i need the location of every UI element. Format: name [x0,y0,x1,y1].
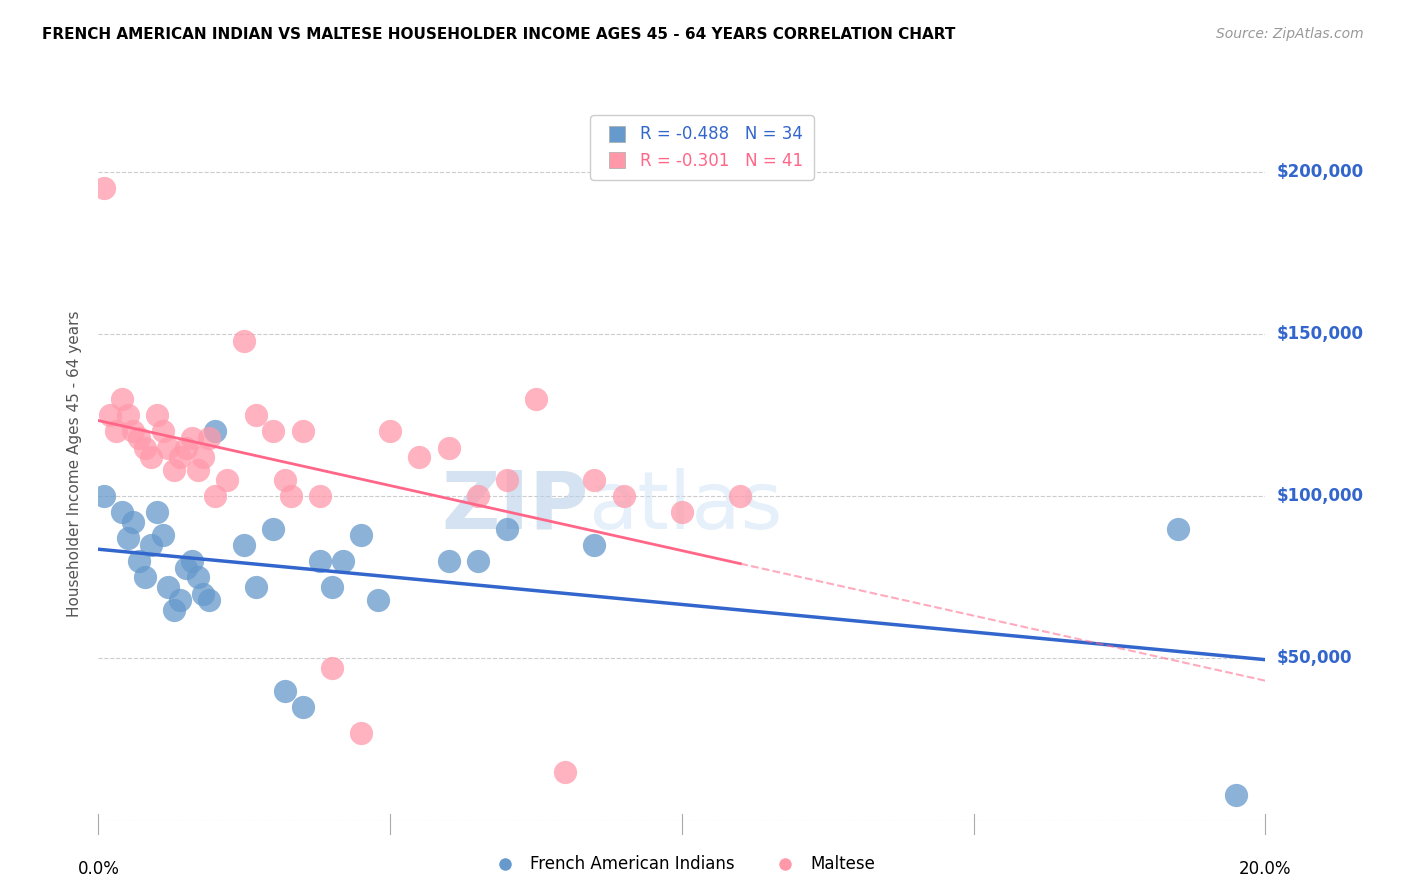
Point [111,392,134,406]
Point [309,489,332,503]
Point [332,554,354,568]
Point [291,425,314,439]
Point [117,408,139,422]
Point [245,580,267,594]
Point [291,700,314,714]
Point [583,473,606,487]
Point [583,538,606,552]
Text: 20.0%: 20.0% [1239,860,1292,878]
Point [495,473,517,487]
Point [93,181,115,195]
Point [134,441,156,455]
Point [128,431,150,445]
Point [350,528,373,542]
Point [467,554,489,568]
Point [122,425,145,439]
Point [671,506,693,520]
Point [169,450,191,465]
Point [262,425,284,439]
Point [157,441,180,455]
Point [198,431,221,445]
Point [554,764,576,779]
Point [174,560,197,574]
Point [174,441,197,455]
Point [408,450,430,465]
Point [378,425,402,439]
Y-axis label: Householder Income Ages 45 - 64 years: Householder Income Ages 45 - 64 years [67,310,83,617]
Point [93,489,115,503]
Point [495,522,517,536]
Point [245,408,267,422]
Point [169,593,191,607]
Point [134,570,156,584]
Point [437,441,460,455]
Point [117,532,139,546]
Point [193,586,215,600]
Text: 0.0%: 0.0% [77,860,120,878]
Point [274,473,297,487]
Point [204,425,226,439]
Point [233,334,256,348]
Point [309,554,332,568]
Point [98,408,121,422]
Text: FRENCH AMERICAN INDIAN VS MALTESE HOUSEHOLDER INCOME AGES 45 - 64 YEARS CORRELAT: FRENCH AMERICAN INDIAN VS MALTESE HOUSEH… [42,27,956,42]
Point [321,661,343,675]
Point [157,580,180,594]
Point [467,489,489,503]
Point [215,473,238,487]
Text: ZIP: ZIP [441,467,589,546]
Point [180,431,202,445]
Point [128,554,150,568]
Text: $50,000: $50,000 [1277,649,1353,667]
Point [163,603,186,617]
Point [139,538,162,552]
Text: atlas: atlas [589,467,783,546]
Point [146,506,169,520]
Point [1225,788,1247,802]
Text: $100,000: $100,000 [1277,487,1364,505]
Point [437,554,460,568]
Point [111,506,134,520]
Point [122,515,145,529]
Point [524,392,547,406]
Text: Source: ZipAtlas.com: Source: ZipAtlas.com [1216,27,1364,41]
Point [728,489,751,503]
Point [152,425,174,439]
Point [152,528,174,542]
Point [180,554,202,568]
Point [367,593,389,607]
Point [187,463,209,477]
Point [280,489,302,503]
Point [193,450,215,465]
Point [204,489,226,503]
Point [321,580,343,594]
Point [1167,522,1189,536]
Point [350,726,373,740]
Point [104,425,127,439]
Point [163,463,186,477]
Point [187,570,209,584]
Text: $150,000: $150,000 [1277,325,1364,343]
Text: $200,000: $200,000 [1277,163,1364,181]
Point [233,538,256,552]
Legend: French American Indians, Maltese: French American Indians, Maltese [482,849,882,880]
Point [612,489,634,503]
Point [262,522,284,536]
Point [139,450,162,465]
Point [274,684,297,698]
Point [146,408,169,422]
Point [198,593,221,607]
